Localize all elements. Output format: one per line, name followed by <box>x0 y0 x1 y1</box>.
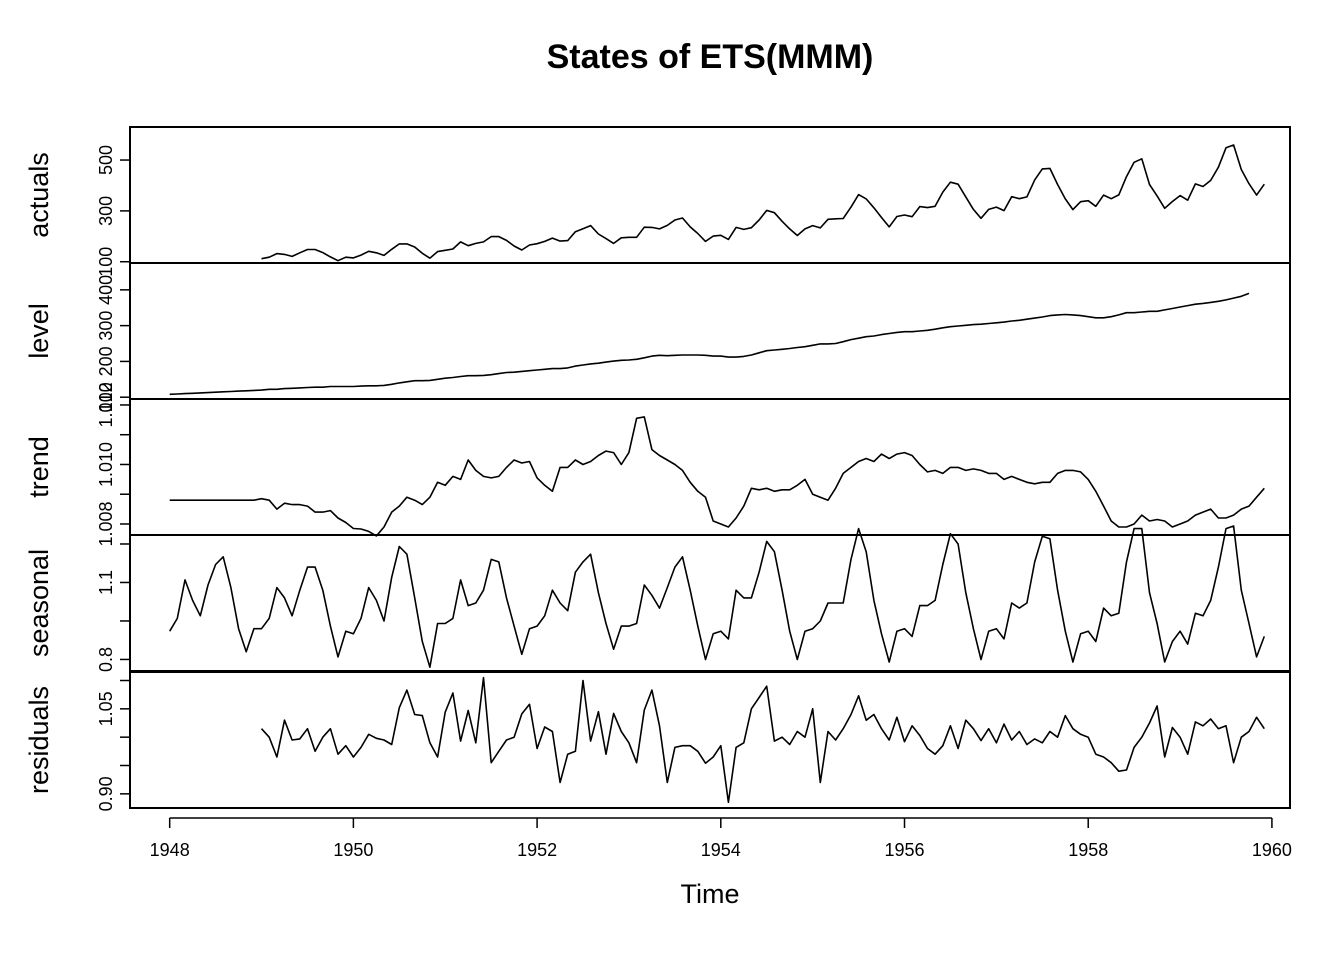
panel-frame-seasonal <box>129 534 1291 672</box>
x-axis: 1948 1950 1952 1954 1956 1958 1960 <box>150 817 1292 860</box>
x-tick-label-6: 1960 <box>1252 840 1292 860</box>
y-tick-label-level-2: 300 <box>96 311 116 341</box>
panel-actuals: 100 300 500 actuals <box>24 126 1291 277</box>
x-tick-label-0: 1948 <box>150 840 190 860</box>
y-tick-label-seasonal-0: 0.8 <box>96 647 116 672</box>
x-tick-label-1: 1950 <box>333 840 373 860</box>
y-axis-title-residuals: residuals <box>24 686 54 794</box>
y-axis-title-actuals: actuals <box>24 152 54 238</box>
y-tick-label-level-0: 100 <box>96 382 116 412</box>
series-line-residuals <box>260 676 1265 804</box>
y-tick-label-actuals-1: 300 <box>96 196 116 226</box>
panel-frame-actuals <box>129 126 1291 264</box>
chart-title: States of ETS(MMM) <box>547 38 874 76</box>
x-axis-title: Time <box>681 879 740 909</box>
y-tick-label-residuals-3: 1.05 <box>96 691 116 726</box>
series-line-trend <box>169 416 1265 537</box>
series-line-actuals <box>261 144 1265 262</box>
y-axis-title-level: level <box>24 303 54 359</box>
panel-level: 100 200 300 400 level <box>24 262 1291 412</box>
y-tick-label-trend-0: 1.008 <box>96 501 116 546</box>
panel-seasonal: 0.8 1.1 seasonal <box>24 525 1291 672</box>
y-tick-label-actuals-2: 500 <box>96 145 116 175</box>
y-tick-label-actuals-0: 100 <box>96 247 116 277</box>
x-tick-label-2: 1952 <box>517 840 557 860</box>
panel-trend: 1.008 1.010 1.012 trend <box>24 382 1291 547</box>
y-tick-label-level-3: 400 <box>96 275 116 305</box>
y-tick-label-trend-2: 1.010 <box>96 442 116 487</box>
panel-frame-trend <box>129 398 1291 536</box>
y-tick-label-trend-4: 1.012 <box>96 382 116 427</box>
panel-residuals: 0.90 1.05 residuals <box>24 671 1291 811</box>
y-axis-title-trend: trend <box>24 436 54 498</box>
panel-frame-residuals <box>129 671 1291 809</box>
x-tick-label-5: 1958 <box>1068 840 1108 860</box>
x-tick-label-4: 1956 <box>884 840 924 860</box>
y-tick-label-residuals-0: 0.90 <box>96 776 116 811</box>
y-tick-label-seasonal-2: 1.1 <box>96 570 116 595</box>
y-axis-title-seasonal: seasonal <box>24 549 54 657</box>
series-line-seasonal <box>169 525 1266 669</box>
panel-frame-level <box>129 262 1291 400</box>
y-tick-label-level-1: 200 <box>96 346 116 376</box>
panels-group: 100300500actuals100200300400level1.0081.… <box>24 126 1291 811</box>
x-tick-label-3: 1954 <box>701 840 741 860</box>
series-line-level <box>169 292 1250 396</box>
